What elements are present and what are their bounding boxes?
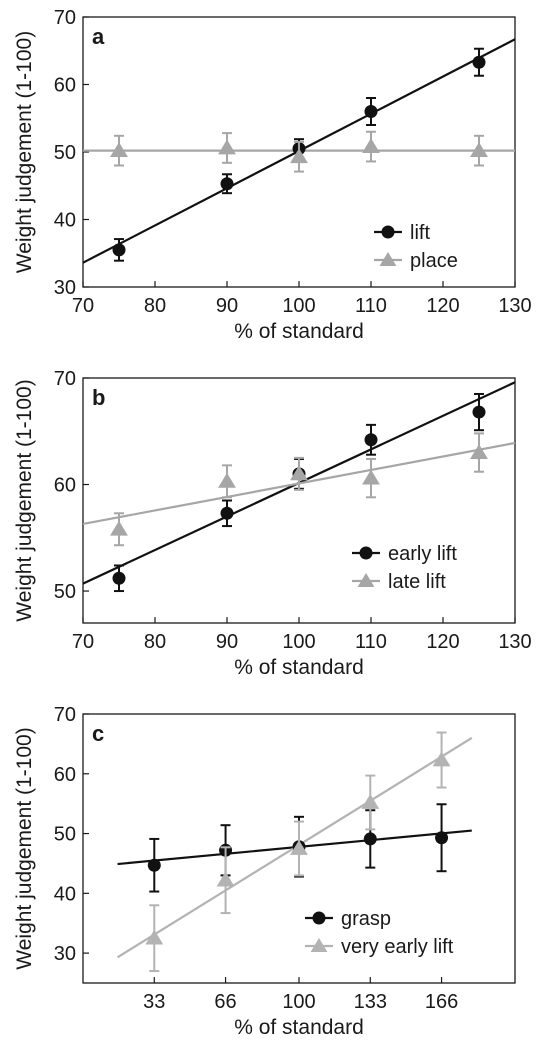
data-point-lift <box>112 243 126 257</box>
data-point-grasp <box>363 832 377 846</box>
legend-label-grasp: grasp <box>341 908 391 930</box>
x-axis-label: % of standard <box>234 656 364 679</box>
x-tick-label: 110 <box>355 295 387 317</box>
data-point-late-lift <box>290 465 308 481</box>
legend-marker-place <box>379 252 397 266</box>
y-tick-label: 50 <box>54 581 76 603</box>
x-axis-label: % of standard <box>234 320 364 343</box>
plot-frame <box>82 377 516 624</box>
data-point-lift <box>472 55 486 69</box>
y-tick-label: 50 <box>54 142 76 164</box>
y-tick-label: 30 <box>54 277 76 299</box>
y-tick-label: 70 <box>54 7 76 29</box>
x-tick-label: 130 <box>498 631 531 653</box>
legend-marker-early-lift <box>359 546 373 560</box>
chart-panel-c: 33 66 100 133 166 30 40 50 60 70 % of standard Weig… <box>13 704 516 1039</box>
x-tick-label: 100 <box>282 295 315 317</box>
x-tick-label: 100 <box>282 991 315 1013</box>
y-tick-label: 70 <box>54 368 76 390</box>
x-axis-label: % of standard <box>234 1016 364 1039</box>
y-tick-label: 40 <box>54 883 76 905</box>
y-tick-label: 40 <box>54 210 76 232</box>
data-point-early-lift <box>364 433 378 447</box>
data-point-late-lift <box>218 472 236 488</box>
x-tick-label: 66 <box>214 991 236 1013</box>
x-tick-label: 70 <box>72 295 94 317</box>
data-point-place <box>110 142 128 158</box>
legend-marker-very-early-lift <box>310 938 328 952</box>
data-point-place <box>290 148 308 164</box>
data-point-very-early-lift <box>361 793 380 809</box>
legend-label-early-lift: early lift <box>388 543 457 565</box>
x-tick-label: 70 <box>72 631 94 653</box>
legend-marker-late-lift <box>357 573 375 587</box>
data-point-early-lift <box>472 405 486 419</box>
legend-marker-lift <box>381 225 395 239</box>
data-point-late-lift <box>110 520 128 536</box>
legend-label-late-lift: late lift <box>388 571 446 593</box>
chart-panel-b: 70 80 90 100 110 120 130 50 60 70 % of standard Wei… <box>13 368 532 679</box>
data-point-very-early-lift <box>145 929 164 945</box>
y-tick-label: 70 <box>54 704 76 726</box>
x-tick-label: 33 <box>143 991 165 1013</box>
y-tick-label: 60 <box>54 75 76 97</box>
data-point-grasp <box>147 858 161 872</box>
legend-label-lift: lift <box>410 222 430 244</box>
x-tick-label: 100 <box>282 631 315 653</box>
y-axis-label: Weight judgement (1-100) <box>13 379 36 621</box>
x-tick-label: 80 <box>144 631 166 653</box>
data-point-place <box>218 139 236 155</box>
x-tick-label: 133 <box>354 991 387 1013</box>
panel-label: a <box>92 24 105 49</box>
panel-label: b <box>92 385 105 410</box>
x-tick-label: 90 <box>216 631 238 653</box>
y-tick-label: 30 <box>54 943 76 965</box>
data-point-lift <box>364 105 378 118</box>
data-point-late-lift <box>362 469 380 485</box>
data-point-grasp <box>435 831 449 845</box>
x-tick-label: 120 <box>426 295 459 317</box>
x-tick-label: 120 <box>426 631 459 653</box>
x-tick-label: 110 <box>355 631 387 653</box>
data-point-lift <box>220 177 234 191</box>
data-point-place <box>470 142 488 158</box>
data-point-early-lift <box>112 571 126 585</box>
x-tick-label: 80 <box>144 295 166 317</box>
y-axis-label: Weight judgement (1-100) <box>13 31 36 273</box>
data-point-late-lift <box>470 444 488 459</box>
data-point-very-early-lift <box>290 840 308 855</box>
y-tick-label: 60 <box>54 764 76 786</box>
legend-label-place: place <box>410 250 458 272</box>
x-tick-label: 130 <box>498 295 531 317</box>
data-point-early-lift <box>220 506 234 520</box>
x-tick-label: 90 <box>216 295 238 317</box>
legend-marker-grasp <box>312 911 326 925</box>
y-tick-label: 50 <box>54 824 76 846</box>
y-axis-label: Weight judgement (1-100) <box>13 727 36 969</box>
legend-label-very-early-lift: very early lift <box>341 936 454 958</box>
x-tick-label: 166 <box>425 991 458 1013</box>
data-point-very-early-lift <box>216 871 235 887</box>
data-point-very-early-lift <box>432 751 451 767</box>
y-tick-label: 60 <box>54 475 76 497</box>
chart-panel-a: 70 80 90 100 110 120 130 30 40 50 60 70 % of standar… <box>13 7 532 343</box>
panel-label: c <box>92 721 104 746</box>
data-point-place <box>362 138 380 153</box>
